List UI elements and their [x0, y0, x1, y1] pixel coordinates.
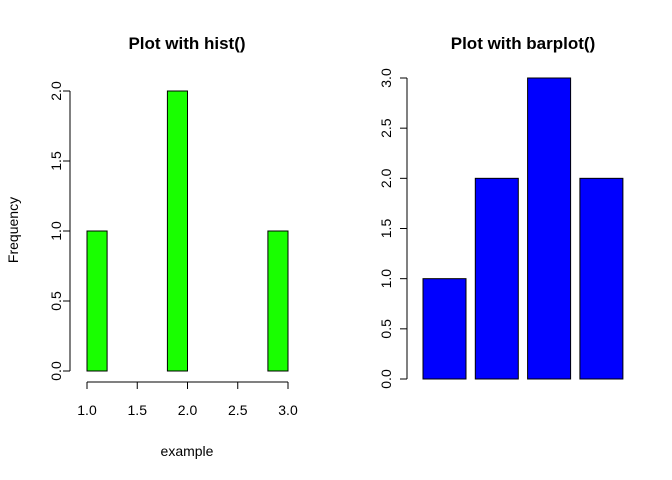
hist-y-tick-label-1: 0.5 — [48, 291, 64, 311]
barplot-y-tick-label-3: 1.5 — [378, 219, 394, 239]
hist-y-tick-label-0: 0.0 — [48, 361, 64, 381]
hist-bar-4 — [166, 90, 188, 372]
hist-y-axis: 0.0 0.5 1.0 1.5 2.0 — [48, 81, 71, 381]
barplot-y-tick-label-5: 2.5 — [378, 118, 394, 138]
hist-x-label: example — [161, 443, 214, 459]
hist-title: Plot with hist() — [128, 34, 245, 53]
hist-x-axis: 1.0 1.5 2.0 2.5 3.0 — [77, 381, 298, 418]
barplot-panel: Plot with barplot() 0.0 0.5 1.0 1.5 2.0 2.5 3.… — [378, 34, 624, 389]
hist-x-tick-label-2: 2.0 — [178, 402, 198, 418]
barplot-y-tick-label-2: 1.0 — [378, 269, 394, 289]
barplot-bar-0 — [422, 278, 467, 380]
barplot-y-tick-label-0: 0.0 — [378, 369, 394, 389]
barplot-title: Plot with barplot() — [451, 34, 595, 53]
hist-bar-9 — [267, 230, 289, 372]
barplot-bar-1 — [474, 177, 519, 380]
barplot-bars — [422, 77, 624, 380]
hist-x-tick-label-3: 2.5 — [228, 402, 248, 418]
barplot-y-tick-label-4: 2.0 — [378, 168, 394, 188]
barplot-bar-3 — [579, 177, 624, 380]
hist-x-tick-label-4: 3.0 — [278, 402, 298, 418]
hist-y-tick-label-3: 1.5 — [48, 151, 64, 171]
hist-panel: Plot with hist() example Frequency 0.00.… — [5, 34, 298, 459]
barplot-y-tick-label-1: 0.5 — [378, 319, 394, 339]
hist-y-tick-label-2: 1.0 — [48, 221, 64, 241]
barplot-y-tick-label-6: 3.0 — [378, 68, 394, 88]
hist-y-label: Frequency — [5, 197, 21, 263]
hist-x-tick-label-1: 1.5 — [128, 402, 148, 418]
barplot-bar-2 — [527, 77, 572, 380]
barplot-y-axis: 0.0 0.5 1.0 1.5 2.0 2.5 3.0 — [378, 68, 408, 389]
hist-bars — [86, 90, 289, 372]
hist-x-tick-label-0: 1.0 — [77, 402, 97, 418]
hist-bar-0 — [86, 230, 108, 372]
hist-y-tick-label-4: 2.0 — [48, 81, 64, 101]
